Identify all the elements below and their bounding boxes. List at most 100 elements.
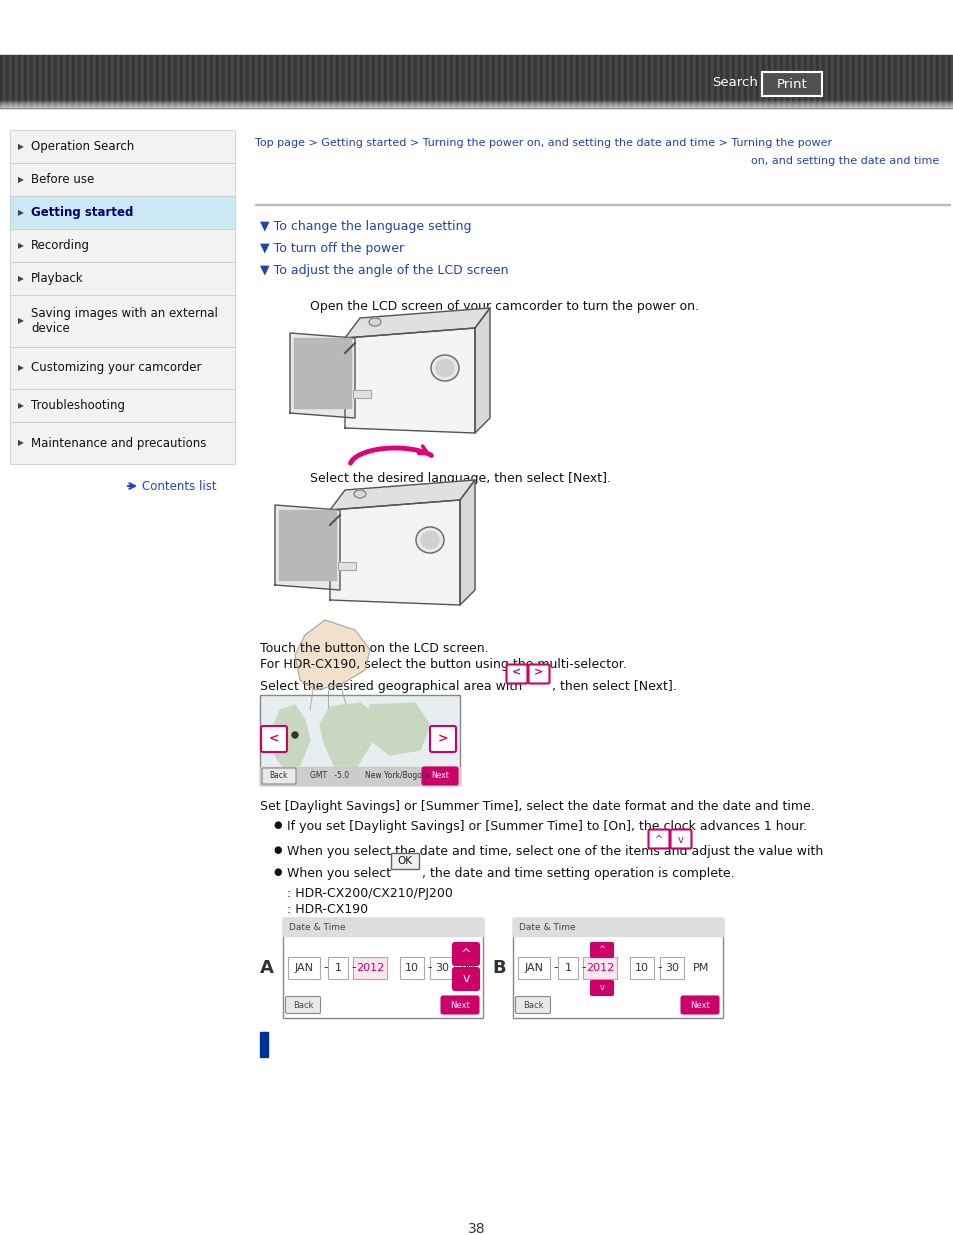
Ellipse shape — [420, 531, 438, 548]
Text: -: - — [351, 962, 355, 974]
Bar — [330, 56, 333, 107]
Bar — [99, 56, 102, 107]
Bar — [947, 56, 950, 107]
Text: 10: 10 — [405, 963, 418, 973]
Bar — [254, 56, 257, 107]
Text: Search: Search — [711, 77, 757, 89]
Bar — [432, 56, 435, 107]
Bar — [537, 56, 539, 107]
Bar — [761, 56, 764, 107]
Text: ▶: ▶ — [18, 142, 24, 151]
Bar — [314, 56, 317, 107]
Bar — [10, 262, 234, 295]
Bar — [560, 56, 563, 107]
Bar — [260, 695, 459, 785]
Bar — [0, 56, 3, 107]
Bar — [120, 56, 123, 107]
Bar — [836, 56, 840, 107]
Bar — [749, 56, 752, 107]
FancyBboxPatch shape — [328, 957, 348, 979]
FancyBboxPatch shape — [262, 768, 295, 784]
Bar — [720, 56, 722, 107]
Bar — [776, 56, 780, 107]
Bar — [644, 56, 647, 107]
Text: ▶: ▶ — [18, 316, 24, 326]
Bar — [866, 56, 869, 107]
FancyBboxPatch shape — [353, 957, 387, 979]
Bar — [201, 56, 204, 107]
Text: ^: ^ — [655, 835, 662, 845]
Bar — [243, 56, 246, 107]
Bar — [623, 56, 626, 107]
Text: ▶: ▶ — [18, 438, 24, 447]
FancyBboxPatch shape — [453, 944, 478, 965]
Bar — [686, 56, 689, 107]
Polygon shape — [294, 620, 370, 690]
Bar — [210, 56, 213, 107]
FancyBboxPatch shape — [629, 957, 654, 979]
Polygon shape — [330, 480, 475, 510]
Bar — [704, 56, 707, 107]
Bar — [824, 56, 827, 107]
Bar — [587, 56, 590, 107]
Bar — [563, 56, 566, 107]
FancyBboxPatch shape — [659, 957, 683, 979]
Bar — [270, 56, 273, 107]
Bar — [162, 56, 165, 107]
Bar — [629, 56, 633, 107]
Bar — [558, 56, 560, 107]
FancyBboxPatch shape — [528, 664, 549, 683]
Text: -: - — [580, 962, 585, 974]
Text: 1: 1 — [564, 963, 571, 973]
Text: Date & Time: Date & Time — [289, 923, 345, 931]
Bar — [755, 56, 759, 107]
Bar — [341, 56, 345, 107]
Bar — [531, 56, 534, 107]
FancyBboxPatch shape — [761, 72, 821, 96]
Bar — [165, 56, 168, 107]
Polygon shape — [319, 703, 375, 769]
Text: ▶: ▶ — [18, 401, 24, 410]
Bar — [590, 56, 594, 107]
Bar — [932, 56, 935, 107]
Text: Getting started: Getting started — [30, 206, 133, 219]
Bar — [806, 56, 809, 107]
Text: , the date and time setting operation is complete.: , the date and time setting operation is… — [421, 867, 734, 881]
Bar — [665, 56, 668, 107]
Text: Back: Back — [522, 1000, 542, 1009]
Text: , then select [Next].: , then select [Next]. — [552, 680, 676, 693]
Bar — [581, 56, 584, 107]
Bar — [683, 56, 686, 107]
Bar — [299, 56, 303, 107]
Bar — [696, 56, 699, 107]
Bar — [225, 56, 228, 107]
Bar — [273, 56, 275, 107]
Bar — [842, 56, 845, 107]
Bar — [767, 56, 770, 107]
Bar — [474, 56, 476, 107]
Text: 38: 38 — [468, 1221, 485, 1235]
Bar — [479, 56, 482, 107]
Bar — [668, 56, 671, 107]
Bar — [506, 56, 510, 107]
Bar — [390, 56, 393, 107]
Text: ▶: ▶ — [18, 207, 24, 217]
Bar — [863, 56, 866, 107]
Text: 10: 10 — [635, 963, 648, 973]
Text: -: - — [323, 962, 327, 974]
Polygon shape — [274, 505, 339, 590]
Bar — [132, 56, 135, 107]
Bar — [231, 56, 233, 107]
Bar — [24, 56, 27, 107]
Text: Next: Next — [431, 772, 449, 781]
Bar — [78, 56, 81, 107]
Bar — [345, 56, 348, 107]
Bar — [539, 56, 542, 107]
Text: Recording: Recording — [30, 240, 90, 252]
Bar — [794, 56, 797, 107]
Bar — [21, 56, 24, 107]
Bar — [513, 918, 722, 936]
Text: Set [Daylight Savings] or [Summer Time], select the date format and the date and: Set [Daylight Savings] or [Summer Time],… — [260, 800, 814, 813]
Bar — [848, 56, 851, 107]
Bar — [419, 56, 422, 107]
